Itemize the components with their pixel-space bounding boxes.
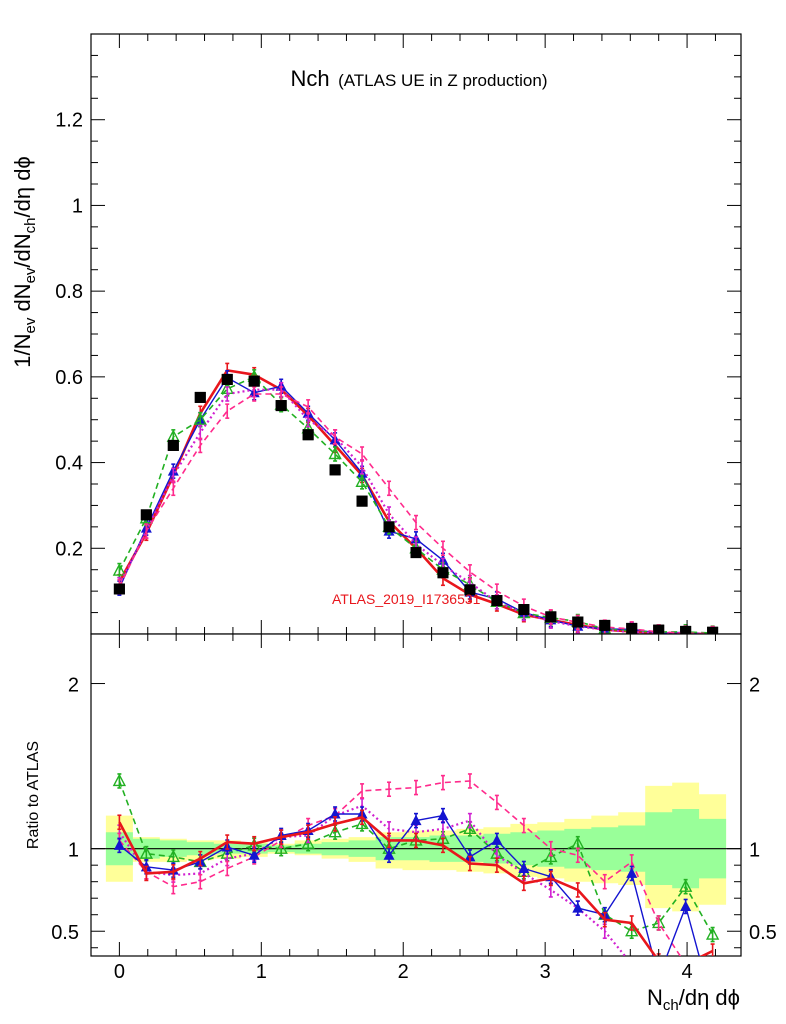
data-point-open-triangle: [544, 849, 558, 863]
distribution-panel: 0.2 0.4 0.6 0.8 1 1.2 Nch (ATLAS UE in Z prod…: [10, 33, 742, 635]
data-point-open-triangle: [705, 927, 720, 940]
xlabel-part: /dη dϕ: [679, 985, 740, 1010]
data-point-triangle: [383, 849, 395, 860]
data-point-triangle: [248, 849, 260, 860]
analysis-watermark: ATLAS_2019_I1736531: [332, 591, 481, 607]
data-point-square: [437, 567, 449, 579]
y-tick-label: 0.2: [55, 538, 83, 560]
chart-title: Nch (ATLAS UE in Z production): [290, 66, 547, 91]
data-point-square: [518, 604, 530, 616]
data-point-open-triangle: [193, 412, 207, 425]
data-point-triangle: [410, 814, 422, 826]
xlabel-part: N: [647, 985, 663, 1010]
ratio-y-tick-label-left: 2: [68, 675, 79, 697]
data-point-open-triangle: [328, 824, 342, 838]
data-point-square: [194, 391, 206, 403]
ratio-y-tick-label-right: 0.5: [749, 922, 777, 944]
y-tick-label: 1.2: [55, 110, 83, 132]
ratio-y-tick-label-right: 2: [749, 675, 760, 697]
ylabel-part: /dη dϕ: [10, 156, 35, 217]
x-axis-title: Nch/dη dϕ: [647, 985, 740, 1014]
data-point-open-triangle: [463, 821, 477, 835]
data-point-square: [464, 584, 476, 596]
data-point-open-triangle: [301, 836, 315, 849]
x-tick-label: 2: [398, 961, 409, 983]
chart-title-sub: (ATLAS UE in Z production): [338, 71, 547, 90]
ratio-panel: 0.5 0.5 1 1 2 2 0 1 2 3 4 Ratio to ATLAS Nch/dη dϕ: [25, 633, 777, 1014]
data-point-square: [248, 375, 260, 387]
ratio-y-tick-label-left: 0.5: [51, 922, 79, 944]
ratio-y-axis-title: Ratio to ATLAS: [25, 741, 42, 849]
x-tick-label: 0: [114, 961, 125, 983]
x-tick-label: 4: [682, 961, 693, 983]
chart-title-main: Nch: [290, 66, 329, 91]
data-point-triangle: [518, 862, 530, 873]
data-point-triangle: [680, 900, 692, 911]
xlabel-sub: ch: [663, 997, 679, 1014]
data-point-square: [302, 429, 314, 441]
ylabel-part: dN: [10, 283, 35, 317]
top-y-axis-title: 1/Nev dNev/dNch/dη dϕ: [10, 156, 39, 368]
data-point-square: [356, 495, 368, 507]
data-point-square: [140, 509, 152, 521]
data-point-square: [167, 439, 179, 451]
ratio-marks: [91, 773, 741, 982]
data-point-square: [545, 611, 557, 623]
data-point-triangle: [653, 971, 664, 982]
data-point-open-triangle: [328, 446, 342, 460]
y-tick-label: 0.6: [55, 367, 83, 389]
data-point-triangle: [572, 902, 584, 913]
data-point-open-triangle: [355, 474, 369, 488]
data-point-open-triangle: [625, 923, 639, 937]
data-point-square: [599, 619, 611, 631]
data-point-triangle: [437, 809, 449, 821]
data-point-triangle: [626, 867, 638, 878]
ylabel-sub: ev: [22, 267, 39, 283]
data-point-square: [572, 616, 584, 628]
data-point-square: [626, 622, 638, 634]
data-point-open-triangle: [274, 841, 288, 854]
ratio-y-tick-label-left: 1: [68, 840, 79, 862]
x-tick-label: 3: [540, 961, 551, 983]
y-tick-label: 0.8: [55, 281, 83, 303]
data-point-open-triangle: [678, 879, 693, 892]
data-point-open-triangle: [112, 773, 127, 787]
data-point-square: [680, 625, 692, 634]
ylabel-sub: ch: [22, 217, 39, 233]
distribution-ticks: 0.2 0.4 0.6 0.8 1 1.2: [55, 33, 741, 635]
ylabel-part: 1/N: [10, 334, 35, 368]
ylabel-sub: ev: [22, 317, 39, 333]
data-point-square: [113, 583, 125, 595]
data-point-square: [383, 521, 395, 533]
data-point-square: [491, 595, 503, 607]
y-tick-label: 0.4: [55, 453, 83, 475]
data-point-square: [707, 626, 719, 634]
data-point-square: [221, 373, 233, 385]
data-point-open-triangle: [166, 849, 180, 863]
ratio-y-tick-label-right: 1: [749, 840, 760, 862]
x-tick-label: 1: [256, 961, 267, 983]
data-point-square: [275, 400, 287, 412]
data-point-open-triangle: [139, 846, 154, 859]
data-point-open-triangle: [112, 563, 127, 576]
data-point-triangle: [329, 807, 341, 819]
data-point-square: [410, 547, 422, 559]
ratio-ticks: 0.5 0.5 1 1 2 2 0 1 2 3 4: [51, 634, 777, 983]
data-point-triangle: [491, 834, 503, 845]
data-point-open-triangle: [355, 816, 369, 830]
data-point-triangle: [113, 839, 125, 850]
data-point-square: [329, 464, 341, 476]
ylabel-part: /dN: [10, 233, 35, 267]
y-tick-label: 1: [72, 195, 83, 217]
